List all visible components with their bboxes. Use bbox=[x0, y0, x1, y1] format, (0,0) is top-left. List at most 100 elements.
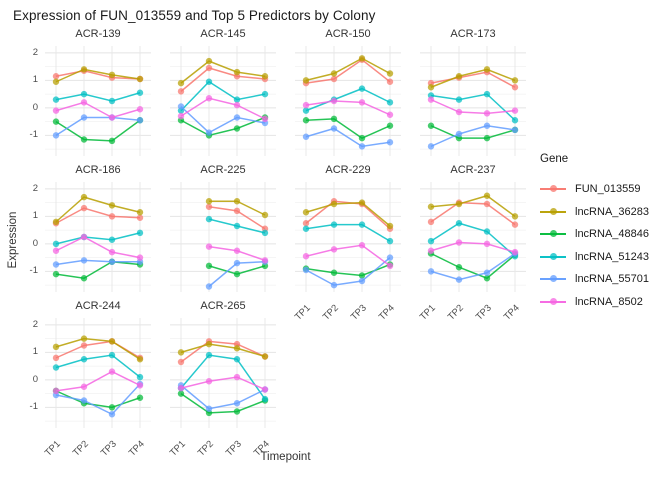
data-point-lncrna_36283 bbox=[427, 84, 435, 91]
data-point-lncrna_8502 bbox=[455, 108, 463, 116]
facet-strip-title: ACR-150 bbox=[325, 28, 371, 40]
data-point-lncrna_51243 bbox=[136, 373, 144, 381]
data-point-lncrna_8502 bbox=[302, 101, 310, 109]
data-point-lncrna_55701 bbox=[80, 114, 88, 121]
legend-key-dot bbox=[549, 252, 557, 260]
series-line-lncrna_48846 bbox=[180, 116, 266, 137]
series-line-lncrna_8502 bbox=[305, 244, 391, 267]
data-point-lncrna_55701 bbox=[427, 143, 435, 150]
series-line-fun_013559 bbox=[55, 69, 141, 80]
data-point-lncrna_8502 bbox=[483, 110, 491, 117]
series-line-lncrna_51243 bbox=[55, 92, 141, 102]
data-point-lncrna_55701 bbox=[233, 400, 241, 407]
legend-key-icon bbox=[540, 274, 566, 284]
facet-panel-acr-237 bbox=[420, 182, 526, 292]
data-point-lncrna_8502 bbox=[358, 99, 366, 106]
y-tick-label: -1 bbox=[29, 401, 38, 413]
data-point-fun_013559 bbox=[205, 203, 213, 210]
series-line-lncrna_55701 bbox=[180, 105, 266, 134]
data-point-lncrna_8502 bbox=[108, 114, 116, 121]
data-point-lncrna_36283 bbox=[177, 349, 185, 356]
data-point-lncrna_36283 bbox=[511, 213, 519, 220]
legend-entry-label: lncRNA_8502 bbox=[575, 295, 643, 308]
y-tick-label: 1 bbox=[32, 346, 38, 358]
facet-panel-acr-244 bbox=[45, 318, 151, 428]
data-point-fun_013559 bbox=[52, 73, 60, 80]
x-axis-title: Timepoint bbox=[260, 451, 311, 463]
data-point-lncrna_55701 bbox=[386, 139, 394, 146]
legend-key-icon bbox=[540, 252, 566, 262]
series-line-lncrna_8502 bbox=[430, 98, 516, 115]
data-point-lncrna_48846 bbox=[302, 117, 310, 124]
facet-strip-title: ACR-265 bbox=[200, 300, 246, 312]
series-line-lncrna_48846 bbox=[305, 118, 391, 139]
data-point-fun_013559 bbox=[511, 84, 519, 91]
data-point-lncrna_55701 bbox=[52, 261, 60, 268]
data-point-lncrna_8502 bbox=[358, 242, 366, 249]
series-line-lncrna_51243 bbox=[180, 354, 266, 400]
series-line-lncrna_8502 bbox=[180, 97, 266, 120]
data-point-lncrna_51243 bbox=[52, 364, 60, 371]
data-point-lncrna_51243 bbox=[80, 356, 88, 363]
series-line-lncrna_8502 bbox=[305, 100, 391, 116]
facet-strip-title: ACR-244 bbox=[75, 300, 121, 312]
data-point-lncrna_36283 bbox=[330, 200, 338, 208]
series-line-lncrna_55701 bbox=[55, 383, 141, 416]
data-point-lncrna_48846 bbox=[330, 115, 338, 123]
data-point-lncrna_51243 bbox=[261, 395, 269, 403]
series-line-lncrna_8502 bbox=[180, 376, 266, 391]
data-point-lncrna_36283 bbox=[511, 77, 519, 84]
data-point-lncrna_55701 bbox=[330, 281, 338, 289]
data-point-lncrna_55701 bbox=[233, 259, 241, 267]
facet-panel-acr-150 bbox=[295, 46, 401, 156]
data-point-lncrna_51243 bbox=[261, 90, 269, 98]
data-point-lncrna_36283 bbox=[233, 68, 241, 76]
facet-panel-acr-186 bbox=[45, 182, 151, 292]
y-tick-label: 2 bbox=[32, 182, 38, 194]
legend-key-dot bbox=[549, 275, 557, 283]
series-line-lncrna_8502 bbox=[55, 370, 141, 392]
data-point-lncrna_55701 bbox=[455, 130, 463, 138]
data-point-lncrna_48846 bbox=[233, 408, 241, 415]
data-point-lncrna_36283 bbox=[358, 199, 366, 206]
series-line-lncrna_36283 bbox=[55, 337, 141, 360]
data-point-lncrna_48846 bbox=[358, 134, 366, 142]
data-point-lncrna_51243 bbox=[233, 356, 241, 363]
series-line-lncrna_36283 bbox=[305, 57, 391, 82]
data-point-lncrna_36283 bbox=[177, 79, 185, 87]
data-point-lncrna_55701 bbox=[205, 283, 213, 290]
series-line-lncrna_51243 bbox=[180, 80, 266, 112]
data-point-lncrna_36283 bbox=[455, 200, 463, 208]
data-point-lncrna_48846 bbox=[205, 262, 213, 270]
series-line-lncrna_36283 bbox=[430, 194, 516, 217]
data-point-lncrna_8502 bbox=[52, 387, 60, 395]
data-point-lncrna_48846 bbox=[233, 270, 241, 278]
legend-key-dot bbox=[549, 230, 557, 238]
data-point-lncrna_51243 bbox=[386, 99, 394, 106]
data-point-fun_013559 bbox=[52, 354, 60, 362]
data-point-lncrna_51243 bbox=[386, 237, 394, 245]
series-line-lncrna_48846 bbox=[180, 393, 266, 414]
data-point-lncrna_8502 bbox=[261, 386, 269, 393]
series-line-lncrna_8502 bbox=[55, 236, 141, 259]
legend-entry-label: FUN_013559 bbox=[575, 183, 641, 196]
data-point-lncrna_55701 bbox=[455, 276, 463, 283]
data-point-lncrna_48846 bbox=[108, 404, 116, 411]
legend-entry-label: lncRNA_51243 bbox=[575, 250, 649, 263]
data-point-fun_013559 bbox=[80, 204, 88, 212]
data-point-lncrna_36283 bbox=[483, 66, 491, 73]
data-point-lncrna_36283 bbox=[80, 335, 88, 342]
data-point-lncrna_8502 bbox=[80, 99, 88, 106]
data-point-lncrna_36283 bbox=[455, 73, 463, 80]
data-point-lncrna_48846 bbox=[330, 269, 338, 276]
data-point-lncrna_51243 bbox=[233, 222, 241, 230]
data-point-lncrna_48846 bbox=[52, 270, 60, 278]
data-point-fun_013559 bbox=[427, 218, 435, 226]
data-point-lncrna_8502 bbox=[427, 96, 435, 103]
data-point-lncrna_8502 bbox=[302, 253, 310, 260]
series-line-lncrna_51243 bbox=[305, 223, 391, 242]
legend-key-dot bbox=[549, 297, 557, 305]
data-point-lncrna_8502 bbox=[52, 247, 60, 254]
series-line-lncrna_55701 bbox=[305, 257, 391, 286]
series-line-fun_013559 bbox=[305, 58, 391, 84]
